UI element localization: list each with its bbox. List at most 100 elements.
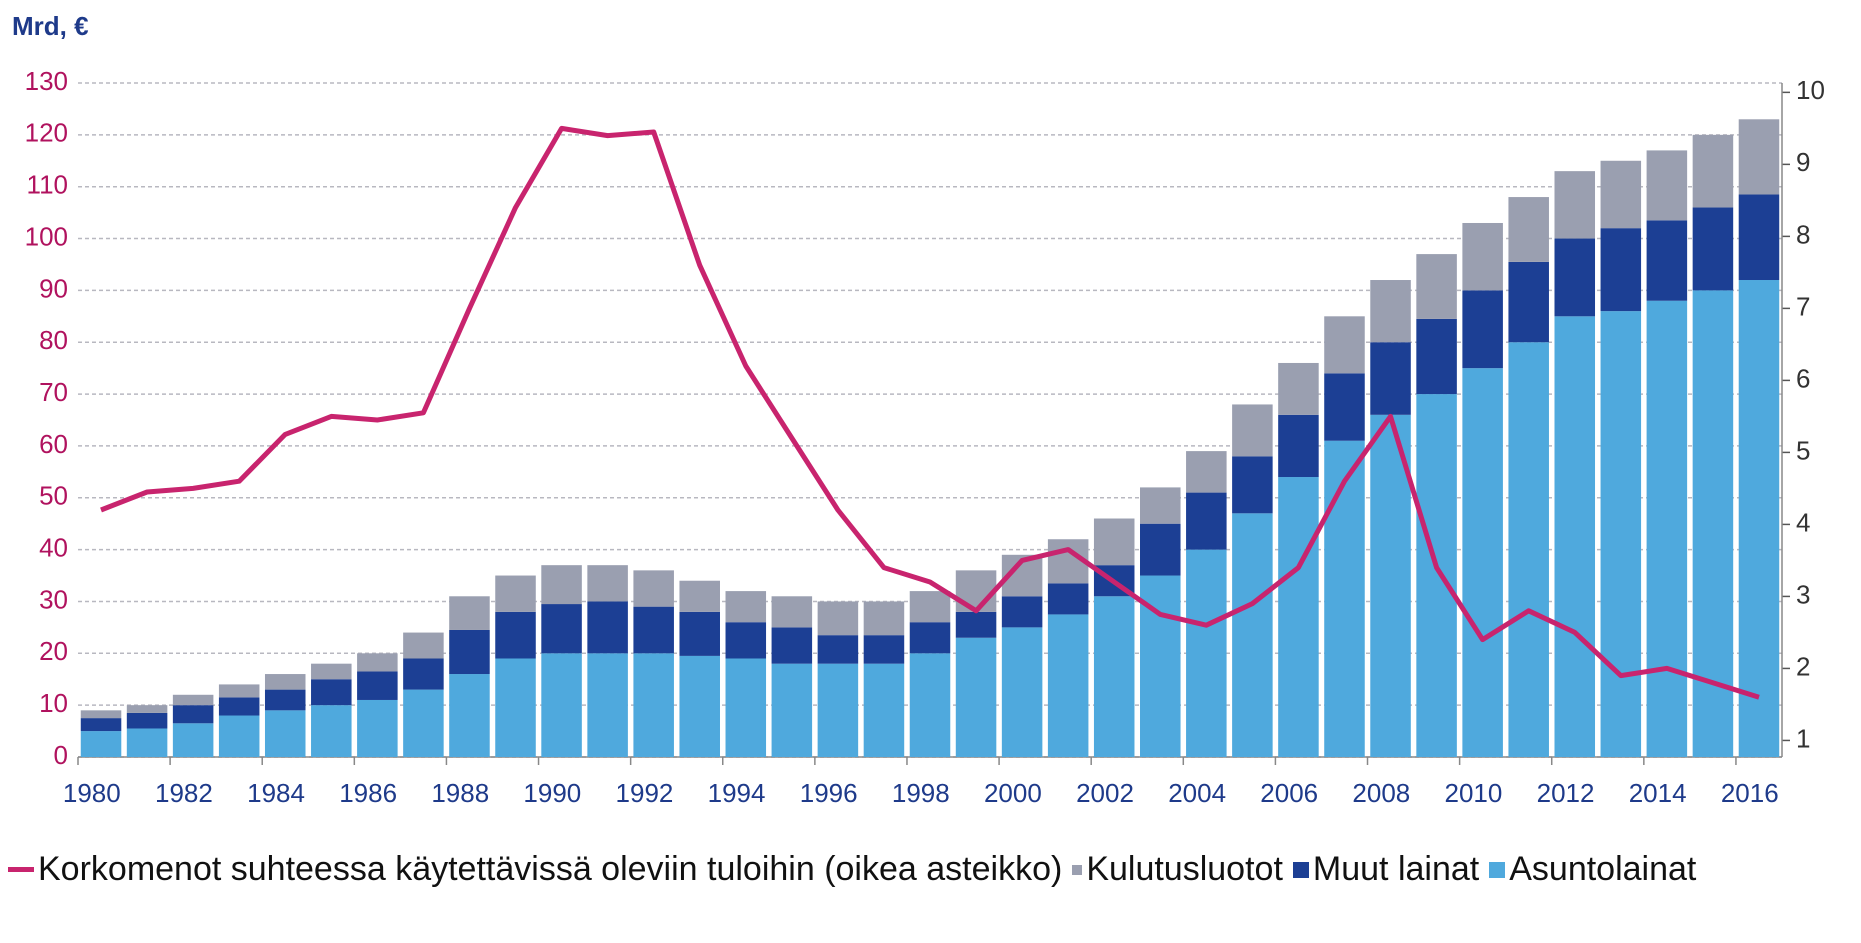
bar-segment bbox=[679, 611, 720, 656]
x-tick-label: 1984 bbox=[247, 778, 305, 808]
bar-segment bbox=[1232, 456, 1273, 514]
bar-segment bbox=[1232, 404, 1273, 457]
y2-tick-label: 3 bbox=[1796, 579, 1810, 609]
legend-label: Korkomenot suhteessa käytettävissä olevi… bbox=[38, 850, 1063, 888]
bar-segment bbox=[587, 565, 628, 602]
bar-segment bbox=[587, 653, 628, 757]
bar-segment bbox=[80, 710, 122, 719]
bar-segment bbox=[1554, 316, 1596, 757]
bar-segment bbox=[1416, 254, 1457, 319]
bar-segment bbox=[264, 710, 306, 757]
bar-segment bbox=[1738, 280, 1780, 757]
bar-segment bbox=[1462, 222, 1503, 291]
bar-segment bbox=[495, 575, 536, 612]
bar-segment bbox=[1692, 134, 1734, 208]
bar-segment bbox=[1278, 477, 1319, 757]
y-tick-label: 30 bbox=[39, 584, 68, 614]
x-tick-label: 1992 bbox=[616, 778, 674, 808]
bar-segment bbox=[725, 658, 767, 757]
bar-segment bbox=[403, 658, 444, 690]
y2-tick-label: 7 bbox=[1796, 291, 1810, 321]
y-tick-label: 70 bbox=[39, 377, 68, 407]
bar-segment bbox=[449, 596, 490, 630]
bar-segment bbox=[817, 601, 859, 636]
bar-segment bbox=[1001, 627, 1043, 757]
x-tick-label: 2006 bbox=[1260, 778, 1318, 808]
x-tick-label: 2014 bbox=[1629, 778, 1687, 808]
x-tick-label: 1998 bbox=[892, 778, 950, 808]
bar-segment bbox=[1370, 414, 1411, 757]
bar-segment bbox=[541, 565, 582, 605]
bar-segment bbox=[771, 627, 813, 664]
bar-segment bbox=[909, 622, 951, 654]
bar-segment bbox=[1554, 238, 1596, 317]
bar-segment bbox=[1324, 316, 1365, 374]
bar-segment bbox=[311, 705, 352, 757]
legend-item: Korkomenot suhteessa käytettävissä olevi… bbox=[8, 850, 1062, 889]
x-tick-label: 2002 bbox=[1076, 778, 1134, 808]
legend-item: Muut lainat bbox=[1292, 850, 1479, 889]
x-tick-label: 1988 bbox=[431, 778, 489, 808]
bar-segment bbox=[80, 731, 122, 757]
bar-segment bbox=[449, 629, 490, 675]
legend-item: Kulutusluotot bbox=[1072, 850, 1283, 889]
bar-segment bbox=[541, 604, 582, 654]
x-tick-label: 1986 bbox=[339, 778, 397, 808]
x-tick-label: 2008 bbox=[1352, 778, 1410, 808]
bar-segment bbox=[1186, 492, 1227, 550]
bar-segment bbox=[311, 663, 352, 680]
bar-segment bbox=[1047, 583, 1089, 615]
bar-segment bbox=[126, 728, 168, 757]
line-series bbox=[100, 125, 1760, 700]
bar-segment bbox=[1692, 207, 1734, 291]
bar-segment bbox=[1416, 318, 1457, 395]
legend-swatch bbox=[1489, 861, 1506, 878]
x-tick-label: 1990 bbox=[523, 778, 581, 808]
legend-swatch bbox=[1292, 861, 1309, 878]
x-tick-label: 1980 bbox=[63, 778, 121, 808]
bar-segment bbox=[955, 611, 997, 638]
bar-segment bbox=[357, 671, 398, 700]
y-tick-label: 60 bbox=[39, 429, 68, 459]
bar-segment bbox=[172, 705, 214, 724]
bar-segment bbox=[679, 580, 720, 612]
legend: Korkomenot suhteessa käytettävissä olevi… bbox=[8, 850, 1853, 889]
legend-swatch bbox=[1072, 864, 1083, 875]
y2-tick-label: 2 bbox=[1796, 651, 1810, 681]
y-tick-label: 120 bbox=[25, 118, 68, 148]
bar-segment bbox=[311, 679, 352, 706]
bar-segment bbox=[1738, 194, 1780, 281]
y-tick-label: 50 bbox=[39, 481, 68, 511]
bar-segment bbox=[1278, 414, 1319, 478]
chart: Mrd, € 010203040506070809010011012013012… bbox=[12, 11, 1825, 808]
y-tick-label: 0 bbox=[54, 740, 68, 770]
bar-segment bbox=[172, 723, 214, 757]
legend-label: Asuntolainat bbox=[1509, 850, 1697, 888]
bar-segment bbox=[1370, 342, 1411, 415]
y-tick-label: 80 bbox=[39, 325, 68, 355]
bar-segment bbox=[771, 596, 813, 628]
legend-item: Asuntolainat bbox=[1489, 850, 1696, 889]
bar-segment bbox=[955, 570, 997, 612]
bar-segment bbox=[495, 611, 536, 659]
y-tick-label: 100 bbox=[25, 221, 68, 251]
bar-segment bbox=[909, 591, 951, 623]
bar-segment bbox=[1600, 228, 1642, 312]
bar-segment bbox=[1370, 280, 1411, 343]
y2-tick-label: 6 bbox=[1796, 363, 1810, 393]
bar-segment bbox=[1140, 523, 1181, 576]
bar-segment bbox=[1093, 518, 1135, 566]
bar-segment bbox=[218, 715, 260, 757]
bar-segment bbox=[449, 674, 490, 757]
bar-segment bbox=[817, 635, 859, 664]
bar-segment bbox=[1600, 311, 1642, 757]
x-tick-label: 2016 bbox=[1721, 778, 1779, 808]
bar-segment bbox=[264, 674, 306, 690]
bar-segment bbox=[495, 658, 536, 757]
x-tick-label: 1996 bbox=[800, 778, 858, 808]
bar-segment bbox=[357, 699, 398, 757]
bar-segment bbox=[1324, 440, 1365, 757]
bar-segment bbox=[1508, 261, 1549, 343]
bar-segment bbox=[264, 689, 306, 711]
